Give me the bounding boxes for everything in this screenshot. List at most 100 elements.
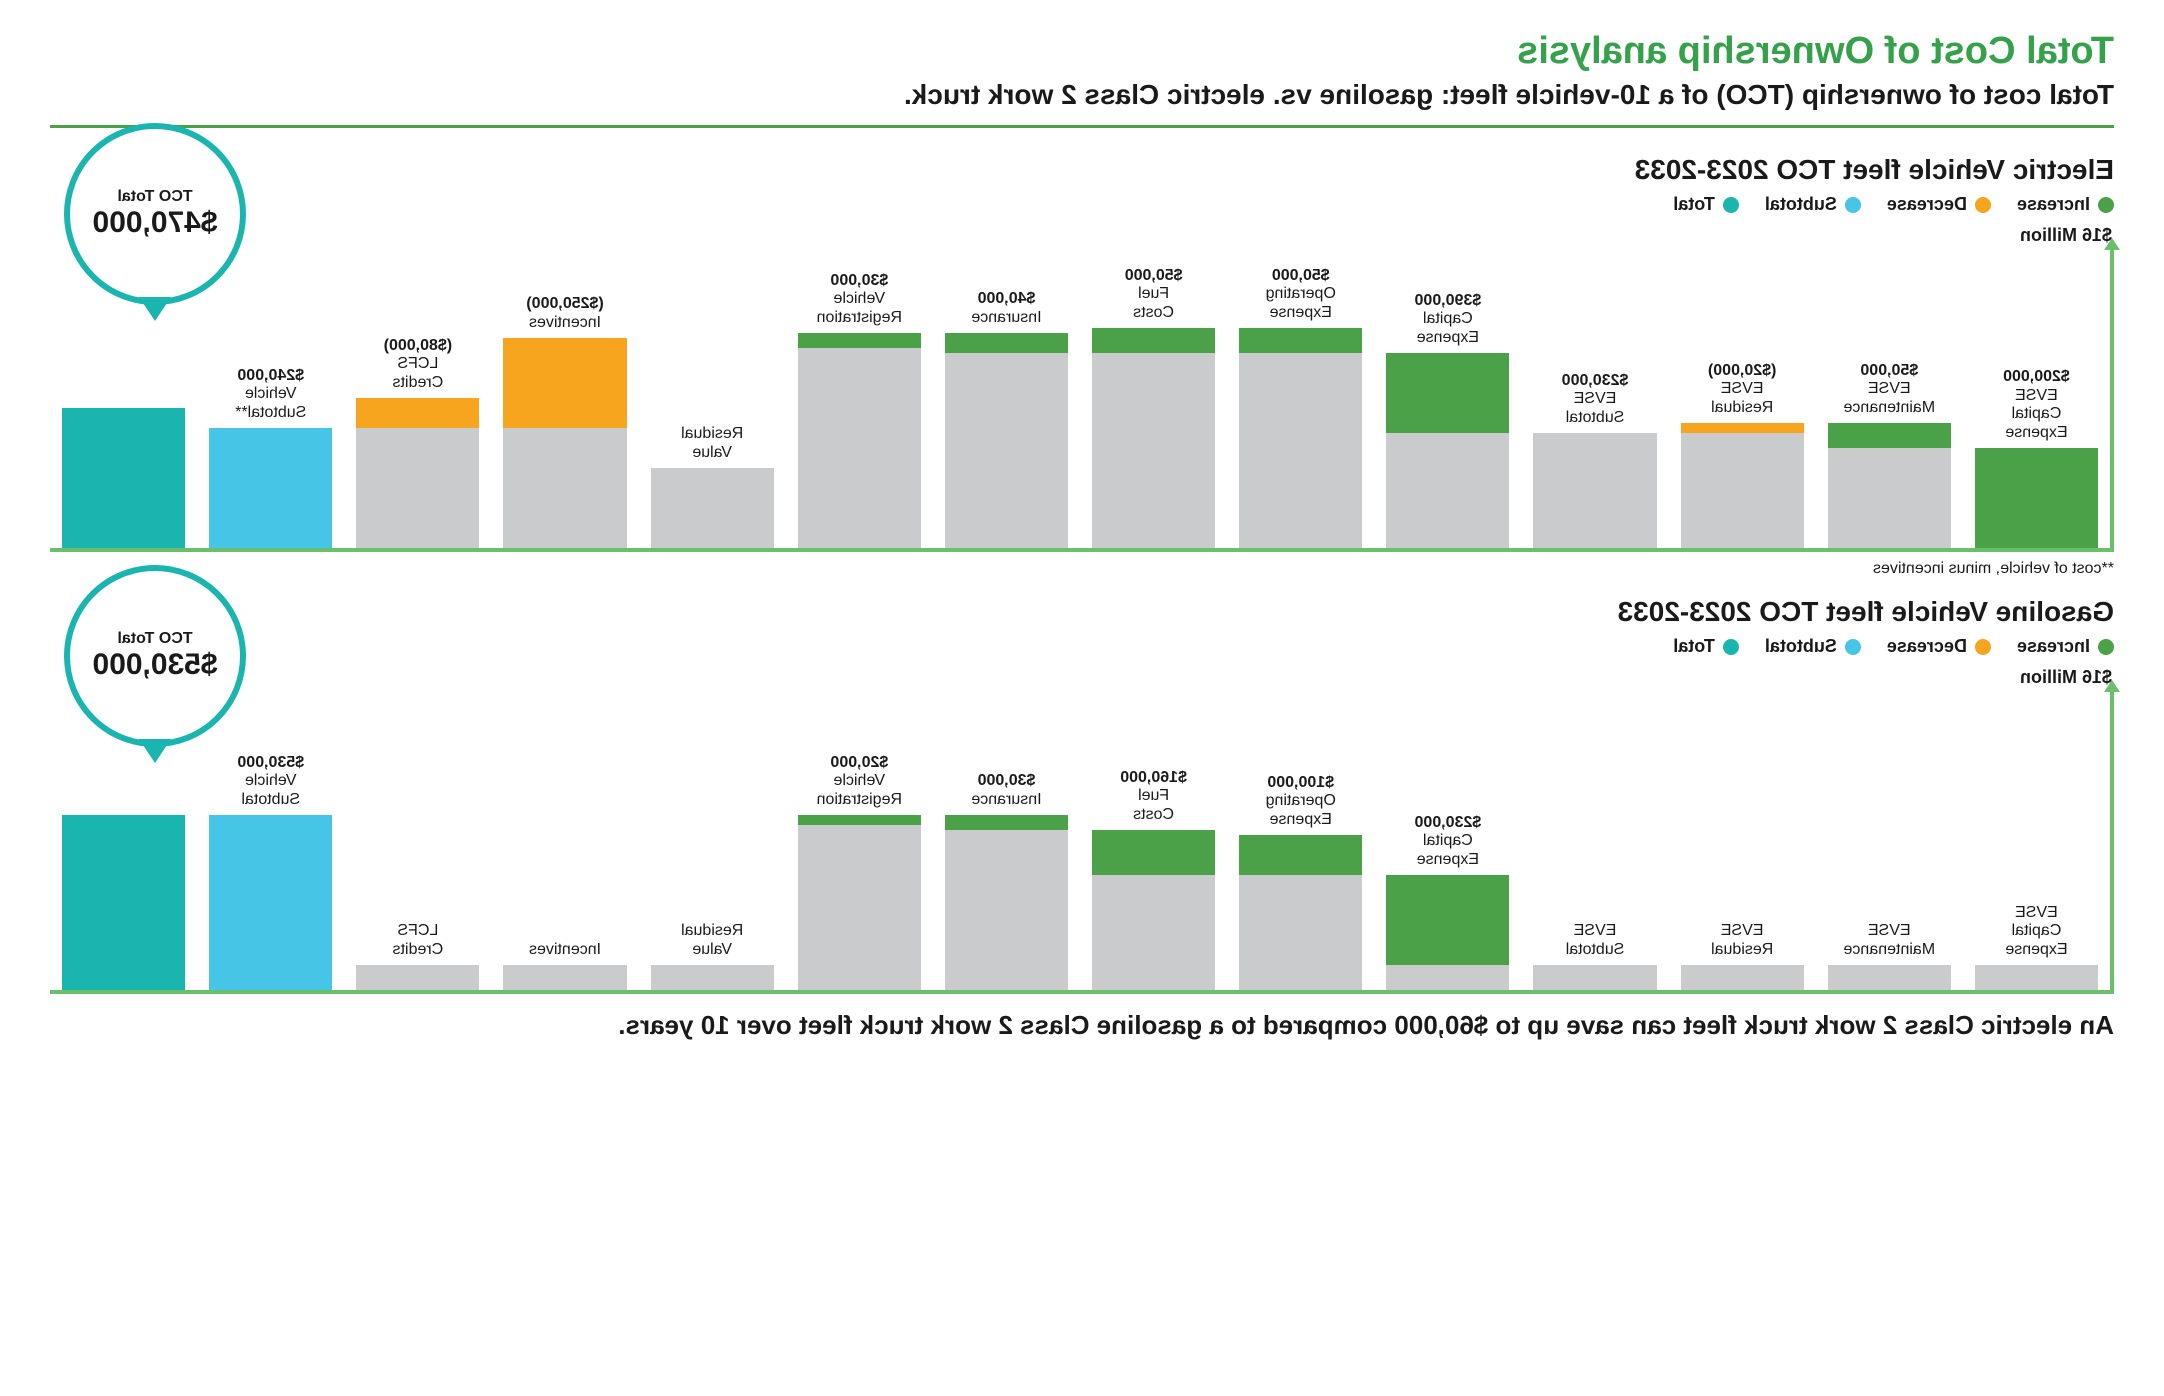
legend-subtotal: Subtotal [1765, 194, 1861, 215]
ev-tco-badge-value: $470,000 [92, 206, 217, 240]
ev-legend: Increase Decrease Subtotal Total [50, 194, 2114, 215]
gas-tco-badge-value: $530,000 [92, 648, 217, 682]
ev-bar-residual-label: ResidualValue [620, 425, 805, 468]
ev-bar-incentives-value: ($250,000) [473, 295, 658, 313]
page-subtitle: Total cost of ownership (TCO) of a 10-ve… [50, 79, 2114, 111]
ev-bar-evse-maint: $50,000EVSEMaintenance [1828, 423, 1951, 548]
gas-chart: EVSECapitalExpenseEVSEMaintenanceEVSERes… [50, 690, 2114, 994]
legend-decrease-label: Decrease [1887, 194, 1967, 214]
ev-bar-evse-subtotal: $230,000EVSESubtotal [1533, 433, 1656, 548]
ev-bar-fuel-value: $50,000 [1061, 267, 1246, 285]
ev-tco-badge-caption: TCO Total [117, 188, 192, 206]
legend-increase-label: Increase [2017, 194, 2090, 214]
ev-bar-lcfs: ($80,000)LCFSCredits [356, 398, 479, 548]
gas-bar-lcfs-label: LCFSCredits [326, 922, 511, 965]
gas-bar-evse-subtotal-label: EVSESubtotal [1503, 922, 1688, 965]
ev-bar-registration-value: $30,000 [767, 272, 952, 290]
ev-chart: $200,000EVSECapitalExpense$50,000EVSEMai… [50, 248, 2114, 552]
gas-legend: Increase Decrease Subtotal Total [50, 636, 2114, 657]
gas-bar-opex: $100,000OperatingExpense [1239, 835, 1362, 990]
ev-bar-capex-line1: Expense [1356, 329, 1541, 347]
ev-bar-registration-label: $30,000VehicleRegistration [767, 272, 952, 333]
gas-bar-incentives: Incentives [503, 965, 626, 990]
ev-bar-evse-resid: ($20,000)EVSEResidual [1681, 423, 1804, 548]
gas-bar-veh-subtotal: $530,000VehicleSubtotal [209, 815, 332, 990]
gas-bar-residual-line0: Residual [620, 922, 805, 940]
gas-bar-veh-subtotal-line0: Vehicle [178, 772, 363, 790]
conclusion: An electric Class 2 work truck fleet can… [50, 1010, 2114, 1041]
ev-bar-incentives: ($250,000)Incentives [503, 338, 626, 548]
gas-bar-registration-label: $20,000VehicleRegistration [767, 754, 952, 815]
ev-bar-veh-subtotal-line0: Vehicle [178, 385, 363, 403]
legend-total: Total [1673, 194, 1739, 215]
gas-y-axis-label: $16 Million [50, 667, 2112, 688]
gas-bar-evse-maint: EVSEMaintenance [1828, 965, 1951, 990]
ev-tco-badge: TCO Total $470,000 [64, 123, 246, 305]
ev-bar-registration: $30,000VehicleRegistration [798, 333, 921, 548]
gas-bar-fuel: $160,000FuelCosts [1092, 830, 1215, 990]
ev-bar-residual-line0: Residual [620, 425, 805, 443]
legend-increase: Increase [2017, 636, 2114, 657]
ev-y-axis-label: $16 Million [50, 225, 2112, 246]
legend-subtotal-label: Subtotal [1765, 636, 1837, 656]
gas-bar-veh-subtotal-value: $530,000 [178, 754, 363, 772]
legend-increase: Increase [2017, 194, 2114, 215]
gas-bar-evse-capital: EVSECapitalExpense [1975, 965, 2098, 990]
legend-subtotal: Subtotal [1765, 636, 1861, 657]
ev-bar-evse-subtotal-line0: EVSE [1503, 390, 1688, 408]
gas-bar-evse-capital-line0: EVSE [1944, 904, 2129, 922]
legend-subtotal-label: Subtotal [1765, 194, 1837, 214]
gas-bar-veh-subtotal-label: $530,000VehicleSubtotal [178, 754, 363, 815]
legend-total-label: Total [1673, 194, 1715, 214]
ev-section-title: Electric Vehicle fleet TCO 2023-2033 [50, 154, 2114, 186]
legend-decrease: Decrease [1887, 194, 1991, 215]
ev-bar-evse-subtotal-label: $230,000EVSESubtotal [1503, 372, 1688, 433]
ev-bar-veh-subtotal-line1: Subtotal** [178, 404, 363, 422]
gas-bar-registration-line1: Registration [767, 791, 952, 809]
ev-bar-evse-subtotal-line1: Subtotal [1503, 409, 1688, 427]
ev-bar-veh-subtotal-label: $240,000VehicleSubtotal** [178, 367, 363, 428]
ev-bar-evse-subtotal-value: $230,000 [1503, 372, 1688, 390]
gas-bar-registration: $20,000VehicleRegistration [798, 815, 921, 990]
ev-bar-evse-capital-line2: Expense [1944, 424, 2129, 442]
gas-bar-veh-subtotal-line1: Subtotal [178, 791, 363, 809]
page-title: Total Cost of Ownership analysis [50, 30, 2114, 73]
gas-tco-badge-caption: TCO Total [117, 630, 192, 648]
gas-bar-insurance: $30,000Insurance [945, 815, 1068, 990]
ev-bar-insurance: $40,000Insurance [945, 333, 1068, 548]
gas-bar-evse-resid: EVSEResidual [1681, 965, 1804, 990]
ev-bar-incentives-label: ($250,000)Incentives [473, 295, 658, 338]
gas-bar-evse-subtotal-line0: EVSE [1503, 922, 1688, 940]
ev-bar-fuel: $50,000FuelCosts [1092, 328, 1215, 548]
gas-bar-lcfs: LCFSCredits [356, 965, 479, 990]
ev-bar-opex: $50,000OperatingExpense [1239, 328, 1362, 548]
gas-bar-lcfs-line0: LCFS [326, 922, 511, 940]
gas-bar-residual: ResidualValue [651, 965, 774, 990]
ev-bar-veh-subtotal: $240,000VehicleSubtotal** [209, 428, 332, 548]
header-rule [50, 125, 2114, 128]
legend-total-label: Total [1673, 636, 1715, 656]
ev-bar-veh-subtotal-value: $240,000 [178, 367, 363, 385]
gas-bar-evse-subtotal: EVSESubtotal [1533, 965, 1656, 990]
ev-bar-evse-capital: $200,000EVSECapitalExpense [1975, 448, 2098, 548]
gas-bar-evse-subtotal-line1: Subtotal [1503, 941, 1688, 959]
legend-increase-label: Increase [2017, 636, 2090, 656]
ev-bar-residual-line1: Value [620, 444, 805, 462]
ev-bar-residual: ResidualValue [651, 468, 774, 548]
legend-decrease-label: Decrease [1887, 636, 1967, 656]
gas-bar-lcfs-line1: Credits [326, 941, 511, 959]
gas-tco-badge: TCO Total $530,000 [64, 565, 246, 747]
ev-bar-incentives-line0: Incentives [473, 314, 658, 332]
ev-bar-capex: $390,000CapitalExpense [1386, 353, 1509, 548]
gas-bar-capex-line1: Expense [1356, 851, 1541, 869]
gas-section-title: Gasoline Vehicle fleet TCO 2023-2033 [50, 596, 2114, 628]
gas-bar-tco-total [62, 815, 185, 990]
legend-decrease: Decrease [1887, 636, 1991, 657]
gas-bar-registration-line0: Vehicle [767, 772, 952, 790]
gas-bar-registration-value: $20,000 [767, 754, 952, 772]
legend-total: Total [1673, 636, 1739, 657]
gas-bar-capex: $230,000CapitalExpense [1386, 875, 1509, 990]
ev-bar-tco-total [62, 408, 185, 548]
ev-bar-registration-line0: Vehicle [767, 290, 952, 308]
ev-bar-lcfs-value: ($80,000) [326, 337, 511, 355]
